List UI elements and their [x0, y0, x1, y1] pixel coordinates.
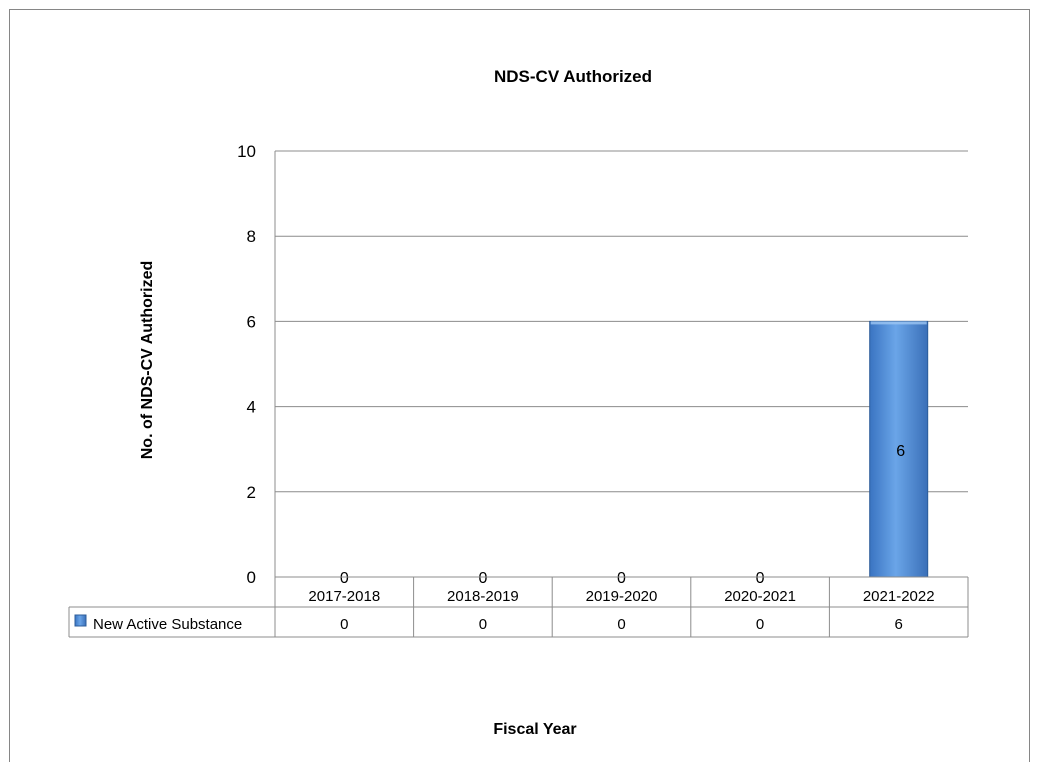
x-category-label: 2017-2018 — [308, 588, 380, 605]
data-label: 0 — [617, 570, 626, 587]
y-tick-label: 10 — [237, 142, 256, 161]
y-axis-ticks: 0 2 4 6 8 10 — [237, 142, 256, 587]
bar — [869, 320, 929, 578]
data-label: 0 — [340, 570, 349, 587]
x-category-label: 2021-2022 — [863, 588, 935, 605]
x-category-label: 2018-2019 — [447, 588, 519, 605]
gridlines — [274, 150, 968, 578]
bars: 0 0 0 0 6 — [340, 320, 929, 587]
legend-key — [74, 614, 87, 627]
y-tick-label: 4 — [247, 398, 256, 417]
x-category-label: 2020-2021 — [724, 588, 796, 605]
x-category-label: 2019-2020 — [586, 588, 658, 605]
table-value-cell: 6 — [895, 616, 903, 633]
data-label: 0 — [478, 570, 487, 587]
table-value-cell: 0 — [756, 616, 764, 633]
y-tick-label: 2 — [247, 483, 256, 502]
y-tick-label: 6 — [247, 312, 256, 331]
table-value-cell: 0 — [617, 616, 625, 633]
data-label: 0 — [756, 570, 765, 587]
chart-frame — [9, 9, 1030, 762]
y-tick-label: 0 — [247, 568, 256, 587]
legend-series-name: New Active Substance — [93, 616, 242, 633]
y-tick-label: 8 — [247, 227, 256, 246]
table-value-cell: 0 — [340, 616, 348, 633]
data-label: 6 — [896, 443, 905, 460]
table-value-cell: 0 — [479, 616, 487, 633]
bar-highlight — [870, 321, 927, 325]
data-table: 2017-2018 0 2018-2019 0 2019-2020 0 2020-2021 0… — [68, 576, 969, 638]
y-axis-title: No. of NDS-CV Authorized — [139, 261, 156, 460]
chart-title: NDS-CV Authorized — [494, 67, 652, 86]
x-axis-title: Fiscal Year — [493, 721, 576, 738]
